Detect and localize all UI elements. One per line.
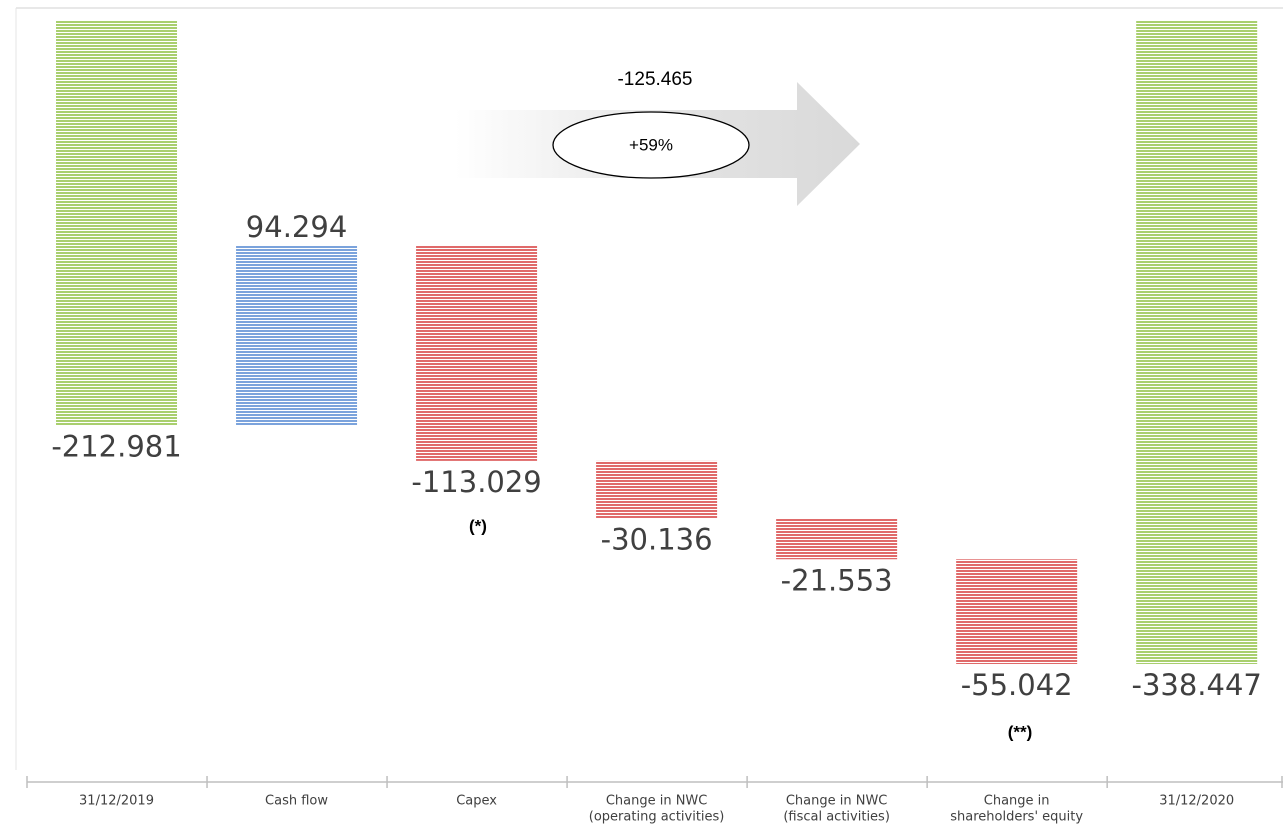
equity-note: (**): [1008, 722, 1033, 741]
value-label: -55.042: [961, 668, 1073, 702]
x-tick-label: (fiscal activities): [783, 810, 890, 825]
total-change: -125.465: [617, 69, 692, 90]
x-tick-label: Change in NWC: [606, 794, 708, 809]
percent-ellipse: [552, 111, 750, 179]
x-tick-label: Change in NWC: [786, 794, 888, 809]
bar: [596, 460, 718, 519]
x-tick-label: 31/12/2020: [1159, 794, 1234, 809]
capex-note: (*): [469, 516, 487, 535]
bar: [1136, 20, 1258, 664]
value-label: -113.029: [411, 465, 541, 499]
x-tick-label: shareholders' equity: [950, 810, 1083, 825]
x-tick-label: Cash flow: [265, 794, 328, 809]
x-tick-label: Capex: [456, 794, 497, 809]
x-tick-label: (operating activities): [589, 810, 725, 825]
value-label: -21.553: [781, 563, 893, 597]
x-tick-label: Change in: [984, 794, 1050, 809]
bar: [56, 20, 178, 426]
value-label: 94.294: [246, 210, 347, 244]
value-label: -30.136: [601, 522, 713, 556]
bar: [956, 559, 1078, 664]
bar: [416, 245, 538, 461]
percent-change: +59%: [629, 135, 673, 154]
bar: [776, 518, 898, 560]
value-label: -338.447: [1131, 668, 1261, 702]
value-label: -212.981: [51, 429, 181, 463]
bar: [236, 245, 358, 426]
x-tick-label: 31/12/2019: [79, 794, 154, 809]
